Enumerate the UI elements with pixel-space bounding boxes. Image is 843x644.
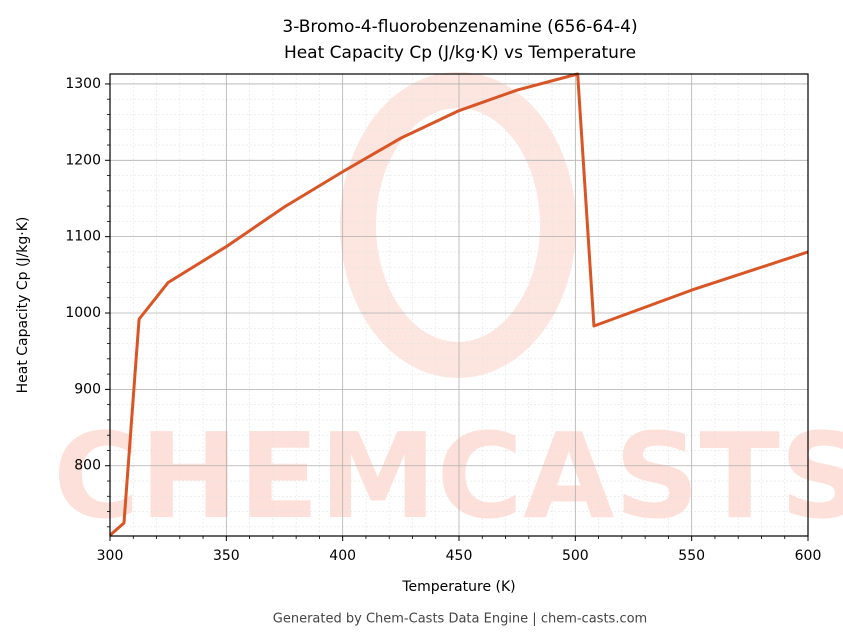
x-tick-label: 550: [678, 548, 705, 564]
plot-frame: [109, 73, 809, 537]
x-tick-label: 350: [213, 548, 240, 564]
x-tick-label: 400: [329, 548, 356, 564]
x-axis-label: Temperature (K): [401, 579, 515, 595]
x-tick-label: 450: [446, 548, 473, 564]
watermark-logo: [340, 72, 576, 378]
watermark: CHEMCASTS: [53, 407, 843, 545]
y-tick-label: 1300: [65, 76, 101, 92]
data-line: [109, 72, 809, 537]
y-axis-label: Heat Capacity Cp (J/kg·K): [15, 217, 31, 394]
x-tick-label: 500: [562, 548, 589, 564]
chart-subtitle: Heat Capacity Cp (J/kg·K) vs Temperature: [284, 43, 636, 63]
chart-title: 3-Bromo-4-fluorobenzenamine (656-64-4): [282, 17, 637, 37]
y-tick-label: 1000: [65, 305, 101, 321]
y-tick-label: 1200: [65, 152, 101, 168]
footer: Generated by Chem-Casts Data Engine | ch…: [273, 612, 647, 627]
y-tick-label: 900: [74, 381, 101, 397]
y-tick-label: 800: [74, 458, 101, 474]
y-tick-label: 1100: [65, 229, 101, 245]
x-tick-label: 300: [97, 548, 124, 564]
x-tick-label: 600: [795, 548, 822, 564]
